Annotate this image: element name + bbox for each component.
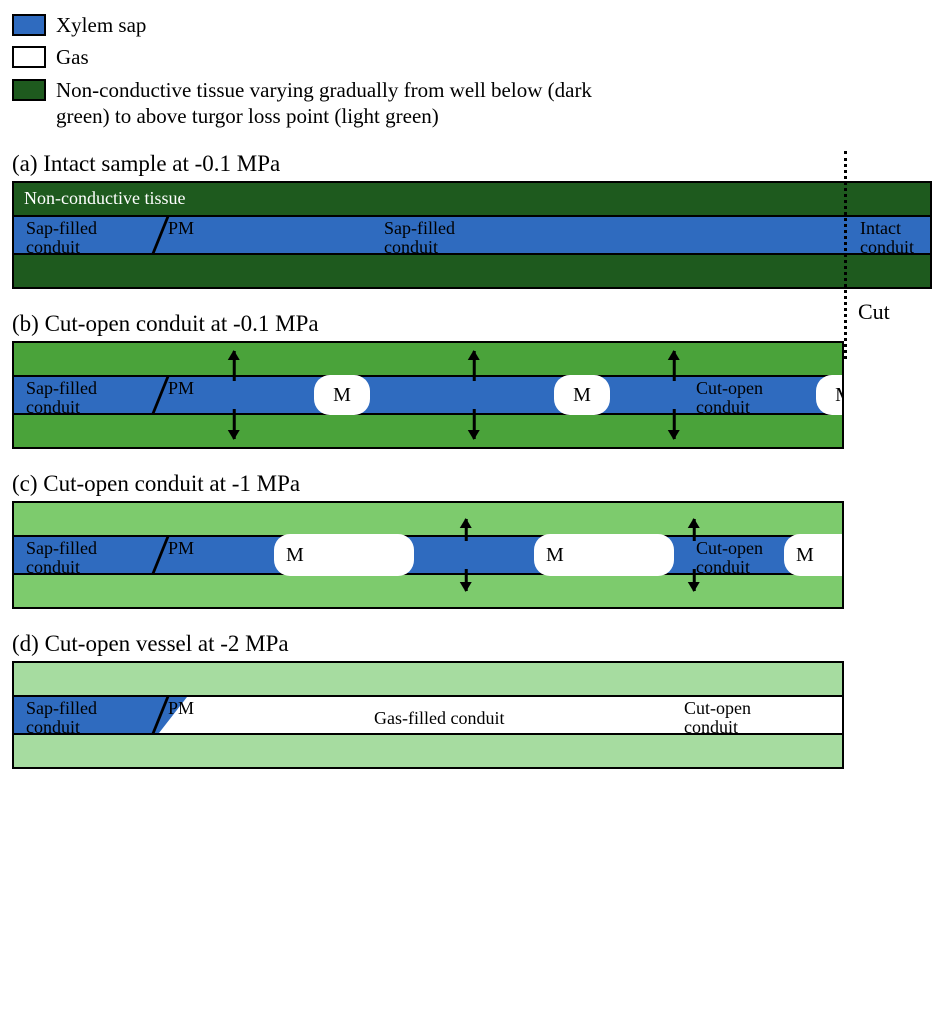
panel-b-diagram: Sap-filled conduit PM Cut-open conduit M… (12, 341, 844, 449)
segment-label: Sap-filled conduit (26, 379, 97, 417)
legend-label: Gas (56, 44, 89, 70)
tissue-top: Non-conductive tissue (14, 183, 930, 215)
segment-label: Sap-filled conduit (26, 219, 97, 257)
panel-a: Non-conductive tissue Sap-filled conduit… (12, 181, 932, 289)
meniscus-bubble: M (554, 375, 610, 415)
pit-membrane (152, 217, 169, 253)
tissue-bottom (14, 735, 842, 767)
pm-label: PM (168, 699, 194, 718)
pm-label: PM (168, 219, 194, 238)
panel-a-title: (a) Intact sample at -0.1 MPa (12, 151, 938, 177)
cut-line (844, 151, 847, 359)
conduit-channel: Sap-filled conduit PM Sap-filled conduit… (14, 215, 930, 255)
legend-swatch-gas (12, 46, 46, 68)
flow-arrow-down (693, 569, 696, 591)
flow-arrow-down (465, 569, 468, 591)
tissue-bottom (14, 575, 842, 607)
tissue-label: Non-conductive tissue (24, 189, 185, 208)
segment-label: Sap-filled conduit (384, 219, 455, 257)
legend-label: Non-conductive tissue varying gradually … (56, 77, 616, 130)
segment-label: Cut-open conduit (696, 539, 763, 577)
segment-label: Intact conduit (860, 219, 914, 257)
meniscus-bubble: M (314, 375, 370, 415)
pit-membrane (152, 377, 169, 413)
conduit-channel: Sap-filled conduit PM Gas-filled conduit… (14, 695, 842, 735)
tissue-top (14, 343, 842, 375)
tissue-top (14, 663, 842, 695)
segment-label: Gas-filled conduit (374, 709, 504, 728)
flow-arrow-down (473, 409, 476, 439)
legend: Xylem sap Gas Non-conductive tissue vary… (12, 12, 938, 129)
pm-label: PM (168, 379, 194, 398)
meniscus-bubble: M (534, 534, 674, 576)
pm-label: PM (168, 539, 194, 558)
panel-d-diagram: Sap-filled conduit PM Gas-filled conduit… (12, 661, 844, 769)
flow-arrow-down (233, 409, 236, 439)
legend-item: Gas (12, 44, 938, 70)
meniscus-bubble: M (816, 375, 844, 415)
conduit-channel: Sap-filled conduit PM Cut-open conduit M… (14, 375, 842, 415)
flow-arrow-up (673, 351, 676, 381)
tissue-bottom (14, 415, 842, 447)
tissue-top (14, 503, 842, 535)
panel-c-title: (c) Cut-open conduit at -1 MPa (12, 471, 938, 497)
flow-arrow-up (693, 519, 696, 541)
meniscus-bubble: M (274, 534, 414, 576)
panel-c-diagram: Sap-filled conduit PM Cut-open conduit M… (12, 501, 844, 609)
segment-label: Sap-filled conduit (26, 699, 97, 737)
panel-a-diagram: Non-conductive tissue Sap-filled conduit… (12, 181, 932, 289)
legend-item: Non-conductive tissue varying gradually … (12, 77, 938, 130)
flow-arrow-up (473, 351, 476, 381)
segment-label: Cut-open conduit (684, 699, 751, 737)
conduit-channel: Sap-filled conduit PM Cut-open conduit M… (14, 535, 842, 575)
meniscus-bubble: M (784, 534, 844, 576)
legend-swatch-tissue (12, 79, 46, 101)
legend-swatch-sap (12, 14, 46, 36)
segment-label: Cut-open conduit (696, 379, 763, 417)
legend-item: Xylem sap (12, 12, 938, 38)
legend-label: Xylem sap (56, 12, 146, 38)
flow-arrow-up (233, 351, 236, 381)
flow-arrow-up (465, 519, 468, 541)
panel-d-title: (d) Cut-open vessel at -2 MPa (12, 631, 938, 657)
flow-arrow-down (673, 409, 676, 439)
cut-label: Cut (858, 299, 890, 325)
segment-label: Sap-filled conduit (26, 539, 97, 577)
panel-b-title: (b) Cut-open conduit at -0.1 MPa (12, 311, 938, 337)
pit-membrane (152, 537, 169, 573)
tissue-bottom (14, 255, 930, 287)
